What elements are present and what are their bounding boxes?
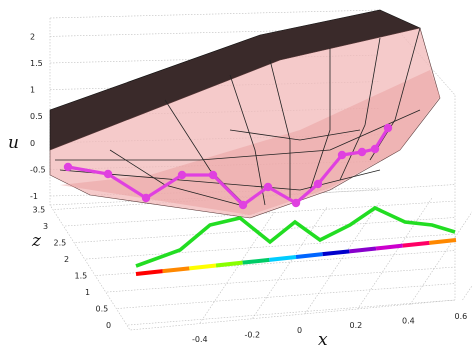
z-grid-line — [54, 184, 456, 210]
box-back-edge — [49, 9, 456, 300]
z-axis-label: z — [31, 231, 42, 251]
z-tick-label: 3.5 — [33, 206, 46, 215]
z-tick-label: 3 — [43, 222, 48, 231]
x-tick-label: 0.2 — [350, 321, 363, 330]
z-grid-line — [127, 299, 456, 326]
magenta-series-point — [337, 150, 347, 160]
green-series-line — [135, 205, 456, 268]
z-tick-label: 1 — [85, 288, 90, 297]
x-grid-line — [357, 197, 433, 310]
x-grid-line — [252, 206, 328, 319]
mesh-line — [55, 109, 421, 161]
magenta-series-point — [141, 193, 151, 203]
x-tick-label: -0.2 — [245, 330, 261, 339]
u-tick-label: 2 — [30, 32, 35, 41]
rainbow-segment — [215, 260, 243, 268]
x-grid-line — [304, 201, 381, 314]
u-tick-label: -1 — [30, 192, 38, 201]
magenta-series-point — [238, 200, 248, 210]
x-axis-label: x — [318, 330, 328, 347]
magenta-series-point — [313, 179, 323, 189]
mesh-line — [309, 48, 331, 191]
z-grid-line — [106, 266, 456, 293]
rainbow-segment — [162, 266, 190, 274]
z-tick-label: 2.5 — [54, 239, 67, 248]
u-tick-label: 1 — [30, 86, 35, 95]
rainbow-segment — [135, 269, 163, 276]
mesh-line — [229, 129, 361, 141]
magenta-series-point — [208, 170, 218, 180]
rainbow-segment — [375, 243, 403, 251]
magenta-series-point — [383, 123, 393, 133]
x-grid-line — [409, 211, 472, 305]
magenta-series-point — [263, 182, 273, 192]
magenta-series-point — [177, 170, 187, 180]
x-tick-label: -0.4 — [192, 335, 208, 344]
x-tick-label: 0.4 — [402, 317, 415, 326]
rainbow-segment — [402, 240, 430, 248]
magenta-series-point — [63, 162, 73, 172]
magenta-series-point — [357, 147, 367, 157]
mesh-line — [269, 59, 291, 200]
mesh-line — [339, 37, 381, 181]
rainbow-segment — [322, 249, 350, 257]
u-tick-label: 0 — [30, 139, 35, 148]
rainbow-segment — [269, 255, 297, 262]
x-grid-line — [199, 210, 276, 324]
surfaces — [49, 9, 441, 219]
u-axis-label: u — [8, 133, 19, 153]
rainbow-segment — [295, 252, 323, 259]
rainbow-segment — [189, 263, 217, 271]
z-tick-label: 0.5 — [96, 305, 109, 314]
u-tick-label: 0.5 — [30, 112, 43, 121]
magenta-series-point — [370, 144, 380, 154]
tick-labels: -1 -0.5 0 0.5 1 1.5 2 0 0.5 1 1.5 2 2.5 3 3.5 -0.4 -0.2 0… — [30, 32, 467, 344]
x-tick-label: 0.6 — [455, 312, 468, 321]
mesh-line — [59, 169, 381, 191]
x-tick-label: 0 — [297, 326, 302, 335]
u-grid-line — [49, 28, 381, 37]
magenta-series-point — [291, 198, 301, 208]
z-tick-label: 1.5 — [75, 272, 88, 281]
rainbow-segment — [242, 257, 270, 265]
rainbow-segment — [349, 246, 377, 254]
z-grid-line — [75, 217, 456, 243]
z-grid-line — [117, 283, 456, 309]
series — [63, 123, 457, 276]
z-tick-label: 2 — [64, 255, 69, 264]
x-grid-line — [462, 285, 472, 301]
u-tick-label: -0.5 — [30, 165, 46, 174]
u-tick-label: 1.5 — [30, 59, 43, 68]
rainbow-segment — [429, 238, 457, 245]
magenta-series-point — [103, 169, 113, 179]
light-surface — [49, 27, 441, 219]
z-tick-label: 0 — [106, 321, 111, 330]
